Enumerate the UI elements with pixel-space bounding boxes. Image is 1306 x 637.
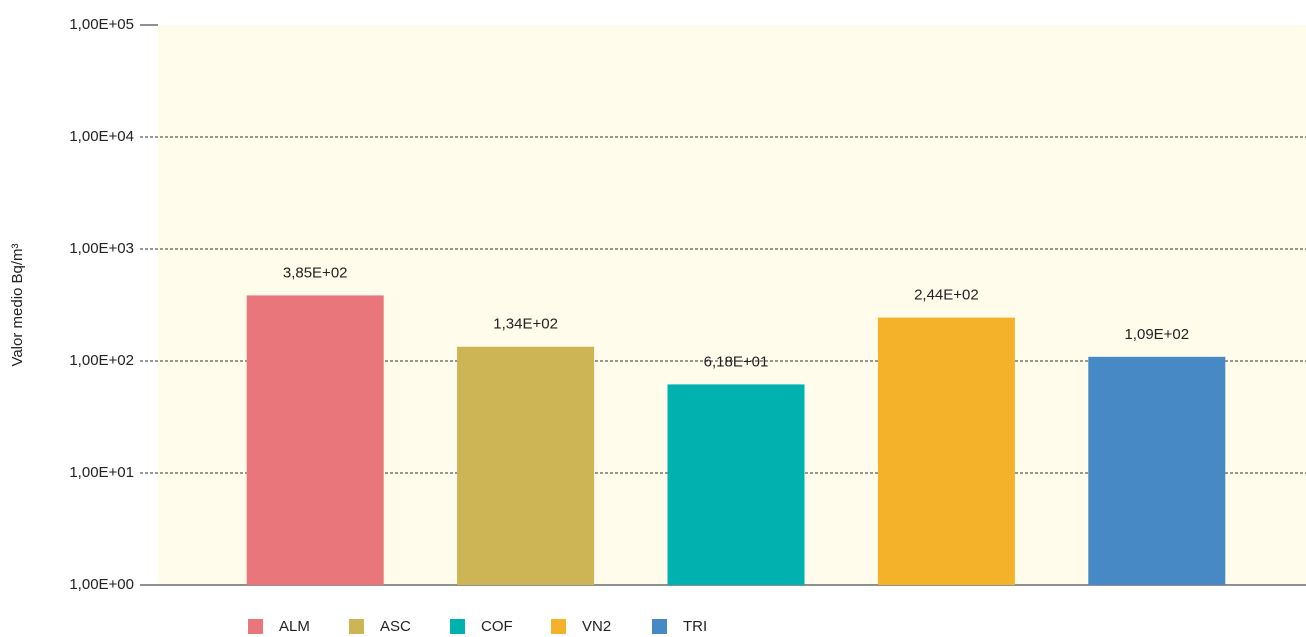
legend-label: COF: [481, 618, 513, 635]
y-axis-label: Valor medio Bq/m³: [9, 243, 26, 366]
y-tick-label: 1,00E+01: [69, 464, 134, 481]
bar: [877, 317, 1015, 585]
legend-label: VN2: [582, 618, 611, 635]
bar: [246, 295, 384, 585]
bar: [667, 384, 805, 585]
legend-label: ALM: [279, 618, 310, 635]
data-label: 1,09E+02: [1124, 326, 1189, 343]
data-label: 1,34E+02: [493, 316, 558, 333]
legend-swatch: [349, 619, 364, 634]
y-tick-label: 1,00E+04: [69, 128, 134, 145]
bar: [457, 346, 595, 585]
y-tick-label: 1,00E+03: [69, 240, 134, 257]
legend-swatch: [551, 619, 566, 634]
y-tick-label: 1,00E+02: [69, 352, 134, 369]
legend-swatch: [450, 619, 465, 634]
y-tick-label: 1,00E+05: [69, 16, 134, 33]
bar: [1088, 356, 1226, 585]
data-label: 2,44E+02: [914, 287, 979, 304]
y-tick-label: 1,00E+00: [69, 576, 134, 593]
legend-label: ASC: [380, 618, 411, 635]
data-label: 3,85E+02: [283, 264, 348, 281]
legend-swatch: [248, 619, 263, 634]
legend-label: TRI: [683, 618, 707, 635]
legend-swatch: [652, 619, 667, 634]
data-label: 6,18E+01: [704, 353, 769, 370]
